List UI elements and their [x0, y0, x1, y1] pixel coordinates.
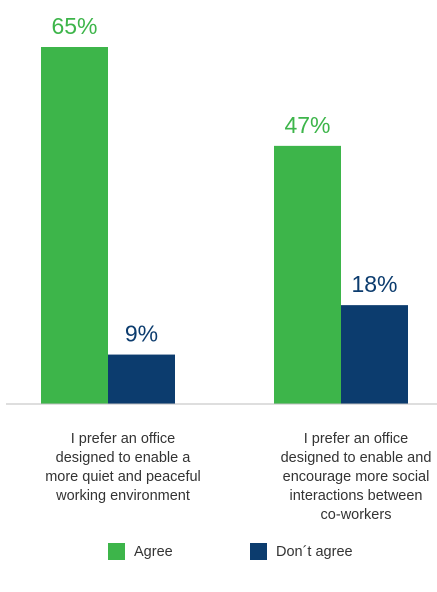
category-label-line: I prefer an office	[70, 431, 176, 447]
legend-swatch-agree	[108, 543, 125, 560]
category-label-line: encourage more social	[282, 469, 430, 485]
category-label-line: designed to enable a	[55, 450, 191, 466]
bar-agree-1	[41, 47, 108, 404]
bar-dont-agree-2	[341, 305, 408, 404]
category-label-1: I prefer an office designed to enable a mo…	[23, 430, 223, 506]
bar-dont-agree-1	[108, 354, 175, 404]
value-label-dont-agree-1: 9%	[125, 321, 158, 347]
category-label-line: working environment	[56, 488, 190, 504]
category-label-line: co-workers	[320, 507, 392, 523]
category-label-line: interactions between	[289, 488, 423, 504]
bars-group	[41, 47, 408, 404]
legend-label-agree: Agree	[134, 543, 173, 560]
value-labels-group: 65% 9% 47% 18%	[51, 13, 397, 347]
value-label-agree-1: 65%	[51, 13, 97, 39]
value-label-dont-agree-2: 18%	[351, 271, 397, 297]
value-label-agree-2: 47%	[284, 112, 330, 138]
bar-agree-2	[274, 145, 341, 404]
legend-agree: Agree	[108, 543, 173, 560]
category-label-line: I prefer an office	[303, 431, 409, 447]
legend-label-dont-agree: Don´t agree	[276, 543, 353, 560]
legend-swatch-dont-agree	[250, 543, 267, 560]
category-label-line: designed to enable and	[280, 450, 432, 466]
legend-dont-agree: Don´t agree	[250, 543, 353, 560]
category-label-2: I prefer an office designed to enable and…	[256, 430, 437, 525]
category-label-line: more quiet and peaceful	[45, 469, 201, 485]
